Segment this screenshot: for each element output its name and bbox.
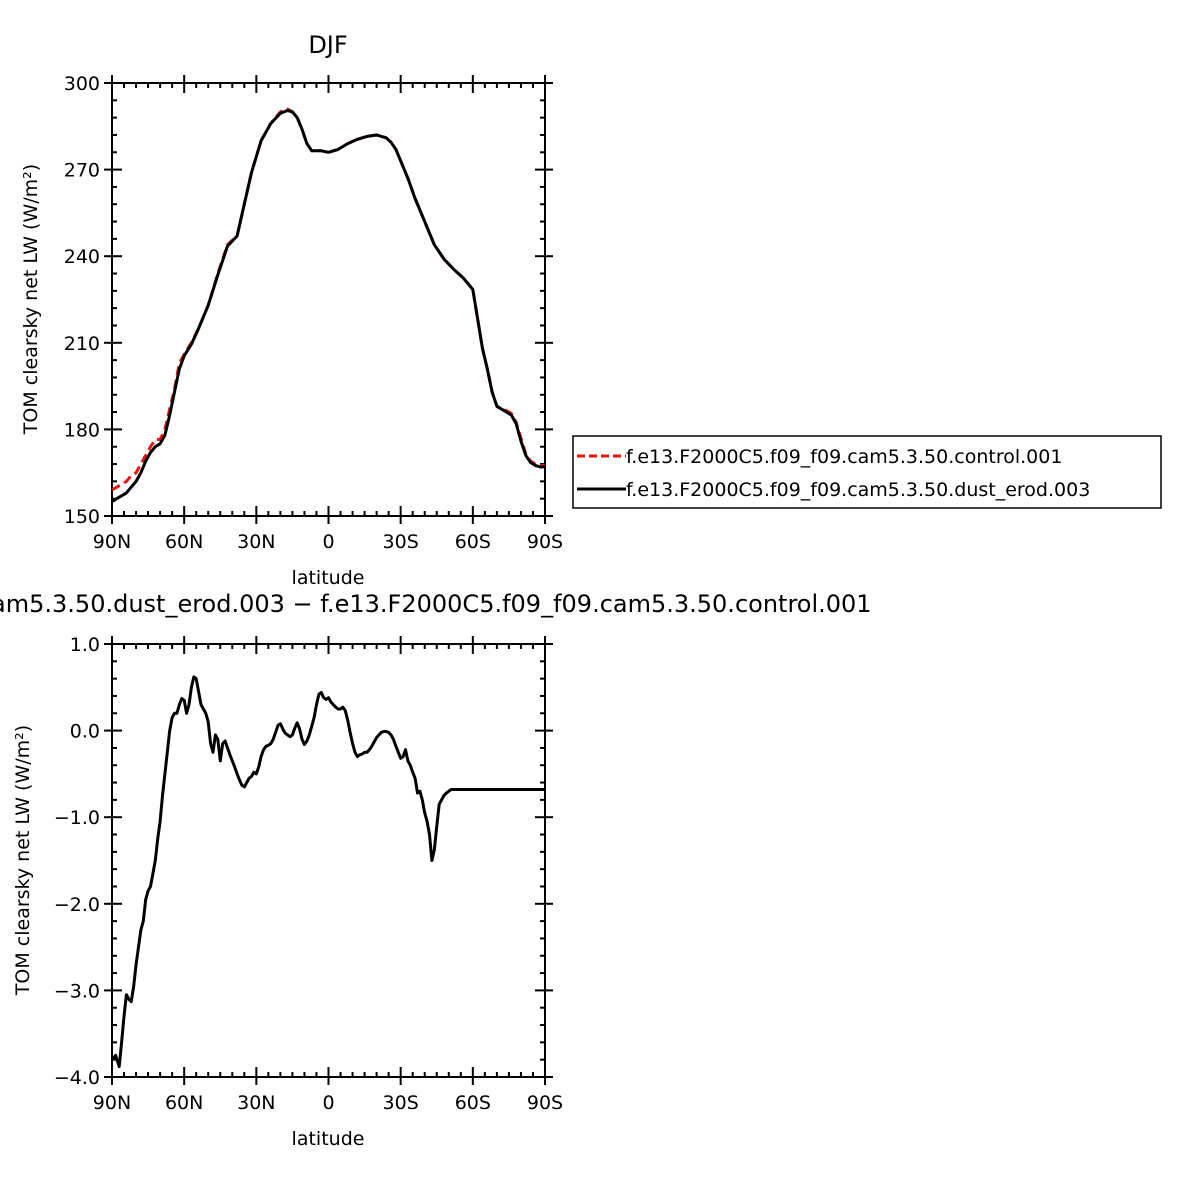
top-x-axis-label: latitude <box>292 567 365 589</box>
top-x-tick-label: 30N <box>237 531 275 553</box>
bottom-x-tick-label: 90N <box>93 1092 131 1114</box>
top-y-axis-label: TOM clearsky net LW (W/m²) <box>20 164 42 435</box>
bottom-y-tick-label: −4.0 <box>54 1067 100 1089</box>
top-series-line-0 <box>111 107 545 492</box>
top-y-tick-label: 150 <box>64 506 100 528</box>
bottom-panel-difference: f.e13.F2000C5.f09_f09.cam5.3.50.dust_ero… <box>0 590 872 1150</box>
bottom-x-axis-label: latitude <box>292 1128 365 1150</box>
top-y-tick-label: 180 <box>64 419 100 441</box>
bottom-x-tick-label: 60S <box>455 1092 491 1114</box>
bottom-y-tick-label: 1.0 <box>70 634 100 656</box>
top-y-tick-label: 270 <box>64 160 100 182</box>
bottom-x-tick-label: 30N <box>237 1092 275 1114</box>
legend-box <box>572 435 1162 509</box>
top-panel-djf: DJF latitude TOM clearsky net LW (W/m²) … <box>20 31 563 589</box>
bottom-y-axis-label: TOM clearsky net LW (W/m²) <box>12 725 34 996</box>
top-series-line-1 <box>111 108 545 503</box>
top-plot-frame <box>111 82 546 517</box>
bottom-x-tick-label: 90S <box>527 1092 563 1114</box>
top-y-tick-label: 210 <box>64 333 100 355</box>
legend: f.e13.F2000C5.f09_f09.cam5.3.50.control.… <box>572 435 1162 509</box>
top-x-tick-label: 0 <box>322 531 334 553</box>
bottom-x-tick-label: 0 <box>322 1092 334 1114</box>
bottom-panel-title: f.e13.F2000C5.f09_f09.cam5.3.50.dust_ero… <box>0 590 872 618</box>
top-x-tick-label: 30S <box>383 531 419 553</box>
bottom-x-tick-label: 30S <box>383 1092 419 1114</box>
bottom-y-tick-label: 0.0 <box>70 721 100 743</box>
top-x-tick-label: 90N <box>93 531 131 553</box>
top-y-tick-label: 300 <box>64 73 100 95</box>
bottom-y-tick-label: −2.0 <box>54 894 100 916</box>
legend-label-dust-erod: f.e13.F2000C5.f09_f09.cam5.3.50.dust_ero… <box>626 479 1090 501</box>
bottom-x-tick-label: 60N <box>165 1092 203 1114</box>
bottom-series-line-0 <box>110 675 545 1069</box>
top-y-tick-label: 240 <box>64 246 100 268</box>
legend-label-control: f.e13.F2000C5.f09_f09.cam5.3.50.control.… <box>626 446 1062 468</box>
top-x-tick-label: 90S <box>527 531 563 553</box>
bottom-y-tick-label: −1.0 <box>54 807 100 829</box>
bottom-y-tick-label: −3.0 <box>54 980 100 1002</box>
top-panel-title: DJF <box>308 31 347 59</box>
top-x-tick-label: 60S <box>455 531 491 553</box>
top-x-tick-label: 60N <box>165 531 203 553</box>
